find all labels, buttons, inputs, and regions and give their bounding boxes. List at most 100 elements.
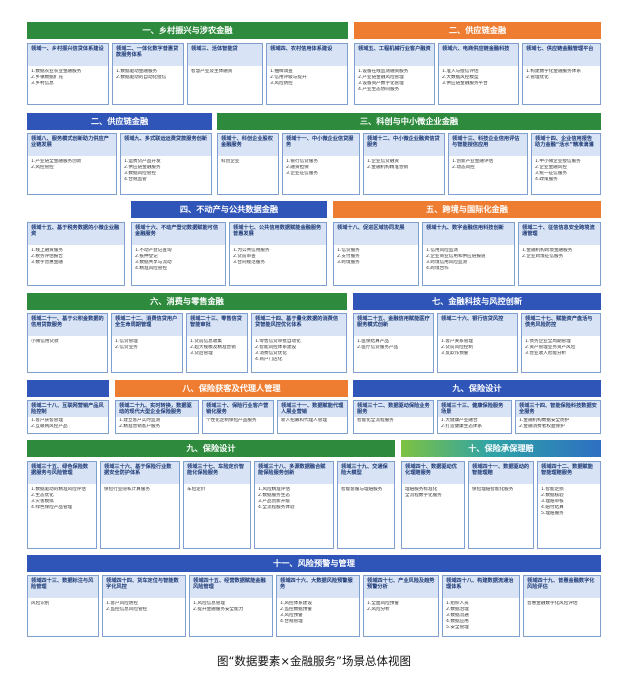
domain-card-title: 领域二十八、互联网营销产品风险控制 <box>28 401 108 417</box>
domain-card-title: 领域十一、中小微企业信贷服务 <box>283 134 359 156</box>
domain-card-item: 4.数据应用 <box>446 619 469 624</box>
domain-card-item: 5.安全管理 <box>446 625 469 630</box>
domain-card: 领域二、一体化数字普惠贷款服务体系 1.数据驱动金融服务 2.数据驱动的自动化授信 <box>112 43 184 105</box>
domain-card-title: 领域七、供应链金融管理平台 <box>523 44 600 66</box>
domain-card-item: 2.信贷业务 <box>115 345 138 350</box>
domain-card-title: 领域三十三、健康保险服务场景 <box>438 401 511 417</box>
domain-card-item: 1.全面风险预警 <box>367 601 399 606</box>
domain-card-item: 1.大健康产业融合 <box>441 418 478 423</box>
domain-card-title: 领域二十、征信信息安全跨境流通管理 <box>519 223 600 245</box>
domain-card-item: 2.监控信息风险管控 <box>106 607 148 612</box>
domain-card-item: 1.医保结算产品 <box>357 339 389 344</box>
domain-card-item: 2.企业跨境征信服务 <box>522 254 564 259</box>
domain-card-title: 领域十、科创企业股权金融服务 <box>218 134 278 156</box>
domain-card: 领域二十一、基于公积金数据的信用贷款服务 小微信用贷款 <box>27 313 108 373</box>
domain-card-item: 4.跨境合作 <box>426 266 449 271</box>
domain-card-item: 3.理赔审核 <box>541 499 564 504</box>
domain-card-item: 3.消费信贷优化 <box>255 351 287 356</box>
domain-card-item: 1.客户关系管理 <box>441 339 473 344</box>
domain-card-title: 领域三十四、智能保险科技数据安全服务 <box>516 401 600 417</box>
domain-card-title: 领域三十二、数据驱动保险业务服务 <box>354 401 433 417</box>
domain-card: 领域二十四、基于量化数据的消费信贷智能风控优化体系 1.零售信贷审批自动化 2.智能… <box>251 313 347 373</box>
domain-card-item: 3.产品创新升级 <box>258 499 290 504</box>
domain-card-item: 2.数据核验 <box>541 493 564 498</box>
section-band-supply-chain-2: 二、供应链金融 <box>27 113 212 130</box>
domain-card-item: 1.债务企业全周期管理 <box>525 339 571 344</box>
domain-card-item: 车险定价 <box>187 487 206 492</box>
domain-card-item: 2.监控数据预警 <box>280 607 312 612</box>
domain-card: 领域十七、公共信用数据赋能金融服务普惠发展 1.为公共信用服务 2.贷前审查 3.合同… <box>229 222 327 286</box>
domain-card-item: 2.金融消费者权益保护 <box>519 424 565 429</box>
domain-card-title: 领域二十二、消费信贷用户全生命周期管理 <box>112 314 182 336</box>
section-band-insurance-agent: 八、保险获客及代理人管理 <box>115 380 348 397</box>
domain-card: 领域二十八、互联网营销产品风险控制 1.客户获客管理 2.互联网风控产品 <box>27 400 109 434</box>
domain-card-item: 2.支付服务 <box>337 254 360 259</box>
domain-card-item: 3.跨境信用风险监测 <box>426 260 468 265</box>
domain-card-item: 3.供应链金融服务平台 <box>442 81 488 86</box>
domain-card-item: 1.零售信贷审批自动化 <box>255 339 301 344</box>
domain-card-item: 科创企业 <box>221 159 240 164</box>
domain-card-title: 领域三十五、绿色保险数据服务与风险管理 <box>28 462 96 484</box>
domain-card-item: 3.营业收入智能分析 <box>525 351 567 356</box>
figure-caption: 图“数据要素×金融服务”场景总体视图 <box>216 654 412 668</box>
domain-card-item: 新人招募和代理人管理 <box>281 418 327 423</box>
domain-card: 领域三十九、交通保险大模型 智能客服与理赔服务 <box>337 461 395 549</box>
domain-card-title: 领域十二、中小微企业融资信贷服务 <box>364 134 444 156</box>
section-band-sci-tech-sme: 三、科创与中小微企业金融 <box>217 113 601 130</box>
domain-card-item: 1.贷前信息收集 <box>190 339 222 344</box>
domain-card: 领域四十九、普惠金融数字化风险评估 普惠金融数字化风险评估 <box>523 575 601 637</box>
domain-card-title: 领域八、服务模式创新助力供应产业链发展 <box>28 134 116 156</box>
domain-card-item: 2.互联网风控产品 <box>31 424 68 429</box>
domain-card-title: 领域四十九、普惠金融数字化风险评估 <box>524 576 600 598</box>
domain-card: 领域五、工程机械行业客户融资 1.设备在线监测融资服务 2.产业链金融风险管理 3.设… <box>354 43 435 105</box>
domain-card-item: 3.风险预警 <box>280 613 303 618</box>
domain-card: 领域十五、基于税务数据的小微企业融资 1.线上融资服务 2.税务评估报告 3.数字普惠… <box>27 222 125 286</box>
domain-card-title: 领域三十九、交通保险大模型 <box>338 462 394 484</box>
section-band-insurance-design-2: 九、保险设计 <box>27 440 395 457</box>
domain-card: 领域十一、中小微企业信贷服务 1.银行信贷服务 2.融资担保 3.企业征信服务 <box>282 133 360 195</box>
domain-card-title: 领域十五、基于税务数据的小微企业融资 <box>28 223 124 245</box>
domain-card-item: 1.客户获客管理 <box>31 418 63 423</box>
domain-card-item: 2.精准营销客户服务 <box>119 424 161 429</box>
domain-card-item: 保险行业隐私计算服务 <box>104 487 150 492</box>
domain-card: 领域十三、科技企业信用评估与智能授信应用 1.创新产业金融评估 2.动态风控 <box>448 133 528 195</box>
domain-card-item: 1.信贷管理 <box>115 339 138 344</box>
domain-card-item: 2.提升金融服务安全能力 <box>193 607 244 612</box>
domain-card-item: 3.企业征信服务 <box>286 171 318 176</box>
domain-card: 领域二十六、银行信贷风控 1.客户关系管理 2.贷前风险控制 3.反欺诈预警 <box>437 313 518 373</box>
domain-card-item: 2.数据治理 <box>446 607 469 612</box>
domain-card-item: 2.大数据风控模型 <box>442 75 479 80</box>
domain-card: 领域二十、征信信息安全跨境流通管理 1.金融机构跨境金融服务 2.企业跨境征信服务 <box>518 222 601 286</box>
domain-card-item: 2.超大规模及精准营销 <box>190 345 236 350</box>
domain-card-title: 领域九、多式联运运费贷款服务创新 <box>121 134 211 156</box>
domain-card-title: 领域四十五、经营数据赋能金融风险管理 <box>190 576 272 598</box>
domain-card-item: 3.统一征信服务 <box>535 171 567 176</box>
domain-card-item: 2.贷前审查 <box>233 254 256 259</box>
domain-card-title: 领域二十五、金融信用赋能医疗服务模式创新 <box>354 314 433 336</box>
domain-card: 领域二十七、赋能资产盘活与债务风险防控 1.债务企业全周期管理 2.资产管理业务资产… <box>521 313 601 373</box>
domain-card-item: 3.合同规范服务 <box>233 260 265 265</box>
domain-card-item: 风险识别 <box>31 601 50 606</box>
section-band-rural-finance: 一、乡村振兴与涉农金融 <box>27 22 348 39</box>
domain-card: 领域四十五、经营数据赋能金融风险管理 1.风险信息管理 2.提升金融服务安全能力 <box>189 575 273 637</box>
domain-card: 领域六、电商供应链金融科技 1.准入与授信评估 2.大数据风控模型 3.供应链金融服务… <box>438 43 519 105</box>
domain-card-title: 领域一、乡村振兴信贷体系建设 <box>28 44 108 66</box>
domain-card-item: 4.精准风险管控 <box>135 266 167 271</box>
domain-card-item: 5.理赔服务 <box>541 511 564 516</box>
domain-card-item: 1.银行信贷服务 <box>286 159 318 164</box>
section-band-consumer-retail: 六、消费与零售金融 <box>27 293 347 310</box>
domain-card: 领域二十三、零售信贷智能审批 1.贷前信息收集 2.超大规模及精准营销 3.贷后管理 <box>186 313 248 373</box>
domain-card-title: 领域十九、数字金融信用科技创新 <box>423 223 514 245</box>
section-band-cross-border: 五、跨境与国际化金融 <box>333 201 601 218</box>
domain-card-title: 领域三、活体智能贷 <box>188 44 262 66</box>
domain-card: 领域十九、数字金融信用科技创新 1.信用风险监测 2.企业商业信用和供应链报道 3.跨… <box>422 222 515 286</box>
domain-card: 领域三十七、车险定价智能化保险服务 车险定价 <box>183 461 251 549</box>
domain-card-title: 领域三十一、数据赋能代理人展业营销 <box>278 401 347 417</box>
domain-card: 领域三十三、健康保险服务场景 1.大健康产业融合 2.打造健康生态体系 <box>437 400 512 434</box>
domain-card-item: 2.金融机构精准营销 <box>367 165 409 170</box>
domain-card-item: 理赔服务标准化 <box>405 487 438 492</box>
domain-card-title: 领域二十六、银行信贷风控 <box>438 314 517 336</box>
section-band-fintech-risk: 七、金融科技与风控创新 <box>353 293 601 310</box>
domain-card-item: 3.反欺诈预警 <box>441 351 469 356</box>
domain-card: 领域十、科创企业股权金融服务科创企业 <box>217 133 279 195</box>
